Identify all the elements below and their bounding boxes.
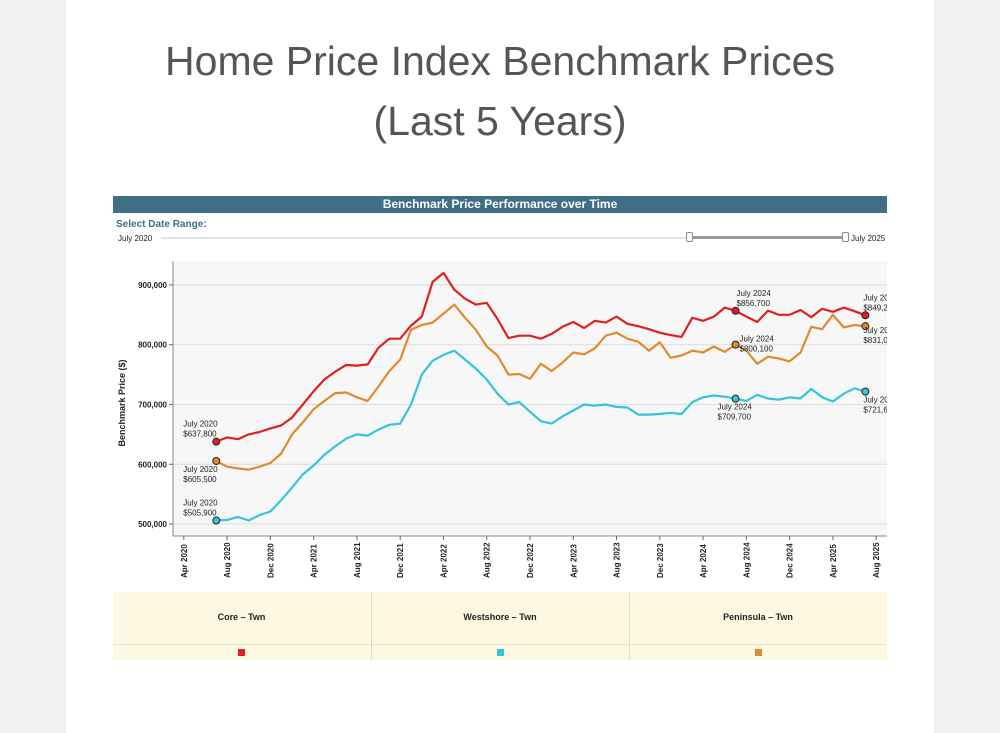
legend-swatch bbox=[755, 649, 762, 656]
y-tick-label: 500,000 bbox=[138, 520, 167, 529]
annotation-value: $709,700 bbox=[718, 413, 752, 422]
legend-divider bbox=[372, 644, 628, 645]
annotation-value: $856,700 bbox=[737, 299, 771, 308]
annotation-value: $505,900 bbox=[183, 509, 217, 518]
chart-header-bar: Benchmark Price Performance over Time bbox=[113, 196, 887, 213]
annotation-date: July 2020 bbox=[183, 465, 218, 474]
annotation-date: July 2020 bbox=[183, 499, 218, 508]
data-point-marker bbox=[861, 311, 870, 320]
date-range-label: Select Date Range: bbox=[116, 219, 207, 230]
page-title: Home Price Index Benchmark Prices bbox=[165, 38, 835, 84]
annotation-date: July 2024 bbox=[718, 403, 753, 412]
x-tick-label: Dec 2020 bbox=[266, 543, 275, 578]
annotation-value: $637,800 bbox=[183, 430, 217, 439]
x-tick-label: Apr 2023 bbox=[569, 544, 578, 578]
data-point-marker bbox=[212, 437, 221, 446]
x-tick-label: Apr 2025 bbox=[829, 544, 838, 578]
legend-item-peninsula[interactable]: Peninsula – Twn bbox=[629, 592, 886, 660]
annotation-value: $831,000 bbox=[863, 336, 887, 345]
annotation-date: July 2025 bbox=[863, 396, 887, 405]
legend-label: Westshore – Twn bbox=[463, 612, 537, 622]
y-tick-label: 700,000 bbox=[138, 400, 167, 409]
annotation-date: July 2025 bbox=[863, 293, 887, 302]
x-tick-label: Dec 2023 bbox=[656, 543, 665, 578]
y-tick-label: 900,000 bbox=[138, 281, 167, 290]
annotation-value: $800,100 bbox=[740, 345, 774, 354]
annotation-date: July 2020 bbox=[183, 420, 218, 429]
annotation-date: July 2024 bbox=[740, 335, 775, 344]
legend-item-westshore[interactable]: Westshore – Twn bbox=[371, 592, 628, 660]
data-point-marker bbox=[861, 322, 870, 331]
x-tick-label: Dec 2022 bbox=[526, 543, 535, 578]
x-tick-label: Aug 2023 bbox=[613, 542, 622, 578]
x-tick-label: Aug 2021 bbox=[353, 542, 362, 578]
y-tick-label: 800,000 bbox=[138, 341, 167, 350]
data-point-marker bbox=[212, 456, 221, 465]
x-tick-label: Apr 2022 bbox=[439, 544, 448, 578]
chart-widget: Benchmark Price Performance over Time Se… bbox=[113, 196, 887, 660]
legend-swatch bbox=[238, 649, 245, 656]
y-axis-label: Benchmark Price ($) bbox=[117, 359, 127, 446]
annotation-date: July 2025 bbox=[863, 326, 887, 335]
data-point-marker bbox=[861, 387, 870, 396]
x-tick-label: Dec 2021 bbox=[396, 543, 405, 578]
x-tick-label: Aug 2025 bbox=[872, 542, 881, 578]
x-tick-label: Apr 2020 bbox=[180, 544, 189, 578]
annotation-value: $849,200 bbox=[863, 303, 887, 312]
x-tick-label: Aug 2020 bbox=[223, 542, 232, 578]
annotation-value: $605,500 bbox=[183, 475, 217, 484]
legend-divider bbox=[113, 644, 370, 645]
date-range-slider-selection[interactable] bbox=[690, 236, 846, 239]
legend: Core – Twn Westshore – Twn Peninsula – T… bbox=[113, 592, 887, 660]
x-tick-label: Apr 2021 bbox=[310, 544, 319, 578]
data-point-marker bbox=[731, 306, 740, 315]
legend-swatch bbox=[497, 649, 504, 656]
x-tick-label: Dec 2024 bbox=[786, 543, 795, 578]
legend-label: Core – Twn bbox=[217, 612, 266, 622]
range-start-label: July 2020 bbox=[118, 234, 153, 243]
series-line bbox=[215, 271, 866, 443]
series-line bbox=[216, 349, 866, 522]
data-point-marker bbox=[212, 516, 221, 525]
range-end-label: July 2025 bbox=[851, 234, 886, 243]
data-point-marker bbox=[731, 394, 740, 403]
series-line bbox=[215, 303, 866, 471]
x-tick-label: Apr 2024 bbox=[699, 544, 708, 578]
line-chart: 500,000 600,000 700,000 800,000 900,000 Apr … bbox=[117, 261, 887, 578]
y-tick-label: 600,000 bbox=[138, 460, 167, 469]
x-tick-label: Aug 2024 bbox=[742, 542, 751, 578]
page-subtitle: (Last 5 Years) bbox=[373, 98, 627, 144]
date-range-start-handle[interactable] bbox=[686, 232, 693, 242]
x-tick-label: Aug 2022 bbox=[483, 542, 492, 578]
annotation-date: July 2024 bbox=[737, 289, 772, 298]
date-range-end-handle[interactable] bbox=[842, 232, 849, 242]
annotation-value: $721,600 bbox=[863, 406, 887, 415]
date-range-slider-track[interactable] bbox=[161, 237, 849, 239]
legend-item-core[interactable]: Core – Twn bbox=[113, 592, 370, 660]
data-point-marker bbox=[731, 340, 740, 349]
legend-divider bbox=[630, 644, 886, 645]
legend-label: Peninsula – Twn bbox=[723, 612, 793, 622]
